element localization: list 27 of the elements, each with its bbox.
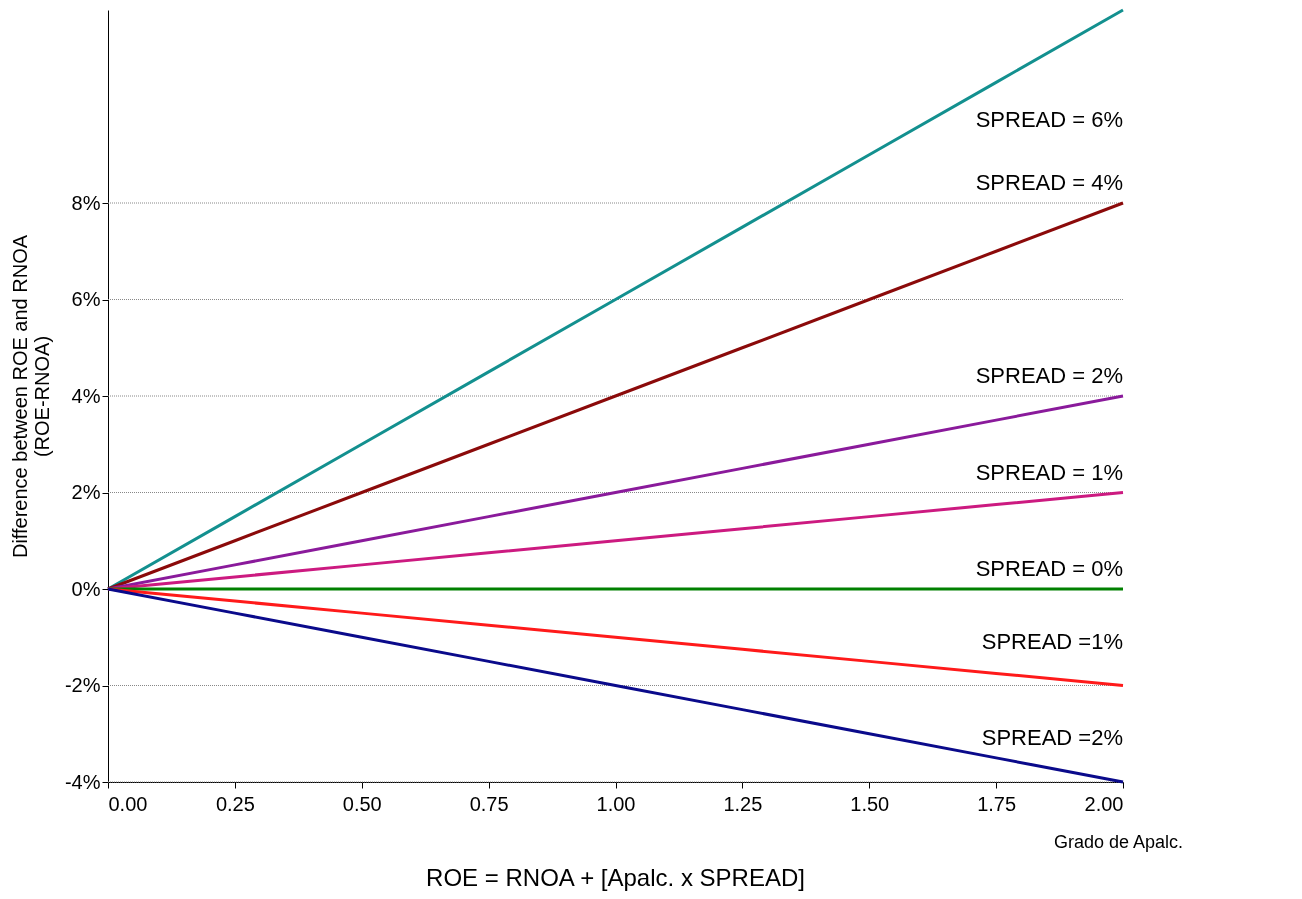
series-label: SPREAD = 1% <box>975 459 1123 485</box>
x-tick-label: 0.25 <box>215 792 255 815</box>
series-label: SPREAD = 6% <box>975 107 1123 132</box>
series-label: SPREAD = 0% <box>975 556 1123 581</box>
x-tick-label: 1.25 <box>723 792 763 815</box>
y-tick-label: 0% <box>71 577 101 600</box>
x-tick-label: 2.00 <box>1084 792 1124 815</box>
y-tick-label: 2% <box>71 481 101 503</box>
y-tick-label: -2% <box>64 674 101 696</box>
x-tick-label: 1.75 <box>977 792 1017 815</box>
x-tick-label: 0.00 <box>108 792 148 815</box>
y-tick-label: 8% <box>71 191 101 214</box>
x-tick-label: 1.00 <box>596 792 636 815</box>
y-axis-title: Difference between ROE and RNOA (ROE-RNOA) <box>8 234 53 559</box>
x-axis-title: Grado de Apalc. <box>1053 832 1183 852</box>
y-tick-label: 6% <box>71 288 101 310</box>
x-tick-label: 0.50 <box>342 792 382 815</box>
x-tick-label: 1.50 <box>850 792 890 815</box>
series-label: SPREAD =2% <box>981 725 1123 750</box>
y-tick-label: -4% <box>64 770 101 793</box>
series-label: SPREAD = 4% <box>975 170 1123 195</box>
line-series <box>106 491 1125 591</box>
series-label: SPREAD =1% <box>981 628 1123 654</box>
y-tick-label: 4% <box>71 384 101 407</box>
x-tick-label: 0.75 <box>469 792 509 815</box>
series-label: SPREAD = 2% <box>975 363 1123 388</box>
text: ROE = RNOA + [Apalc. x SPREAD] <box>426 864 805 891</box>
